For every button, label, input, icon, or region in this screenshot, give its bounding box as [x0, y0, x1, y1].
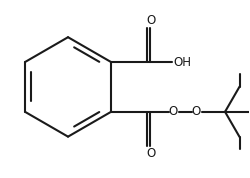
Text: O: O	[147, 147, 156, 160]
Text: OH: OH	[173, 56, 191, 69]
Text: O: O	[147, 14, 156, 27]
Text: O: O	[192, 105, 201, 118]
Text: O: O	[168, 105, 178, 118]
